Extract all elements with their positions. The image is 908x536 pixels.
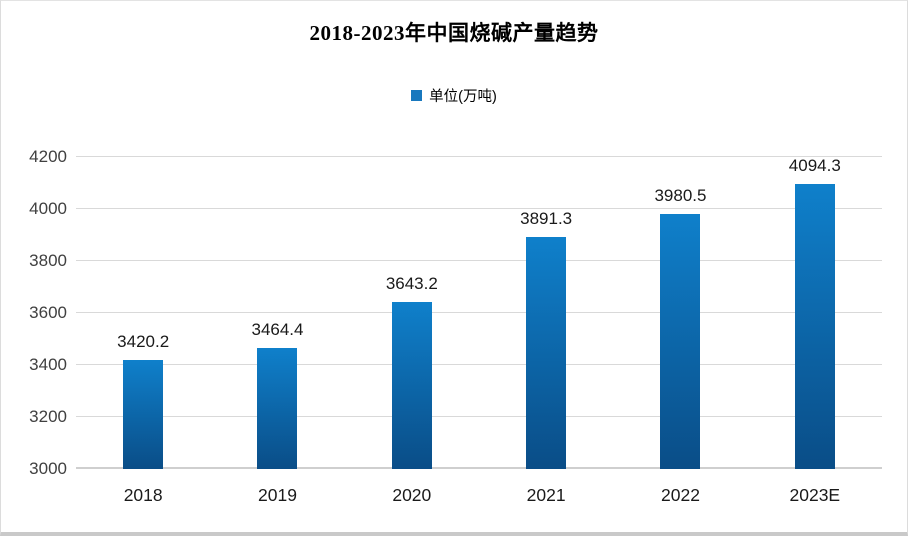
value-label: 3464.4 bbox=[251, 320, 304, 340]
y-tick-label: 3400 bbox=[29, 355, 67, 374]
x-tick-label: 2022 bbox=[661, 485, 700, 505]
bar-slot: 3464.4 2019 bbox=[210, 157, 344, 505]
y-axis: 3000 3200 3400 3600 3800 4000 4200 bbox=[1, 147, 67, 478]
y-tick-label: 3800 bbox=[29, 251, 67, 270]
y-tick-label: 3200 bbox=[29, 407, 67, 426]
bars-row: 3420.2 2018 3464.4 2019 3643.2 2020 3891.3 2021… bbox=[76, 156, 882, 505]
x-tick-label: 2018 bbox=[123, 485, 163, 505]
value-label: 3980.5 bbox=[654, 186, 707, 206]
bar-slot: 4094.3 2023E bbox=[748, 156, 882, 505]
y-tick-label: 4200 bbox=[29, 147, 67, 166]
bar bbox=[526, 237, 567, 469]
x-tick-label: 2021 bbox=[526, 485, 566, 505]
bar-slot: 3980.5 2022 bbox=[613, 157, 747, 505]
gridline bbox=[76, 312, 882, 313]
gridline bbox=[76, 416, 882, 417]
value-label: 3643.2 bbox=[385, 273, 438, 293]
y-tick-label: 3000 bbox=[29, 459, 67, 478]
y-tick-label: 3600 bbox=[29, 303, 67, 322]
gridline bbox=[76, 467, 882, 469]
gridline bbox=[76, 208, 882, 209]
x-tick-label: 2020 bbox=[392, 485, 432, 505]
bar-slot: 3891.3 2021 bbox=[479, 157, 613, 505]
gridline bbox=[76, 156, 882, 157]
legend-swatch-icon bbox=[411, 90, 423, 101]
chart-title: 2018-2023年中国烧碱产量趋势 bbox=[309, 21, 599, 45]
bar-slot: 3643.2 2020 bbox=[345, 157, 479, 505]
y-tick-label: 4000 bbox=[29, 199, 67, 218]
bar-slot: 3420.2 2018 bbox=[76, 157, 210, 505]
gridline bbox=[76, 364, 882, 365]
value-label: 3891.3 bbox=[520, 209, 573, 229]
bar bbox=[794, 184, 835, 469]
bar bbox=[123, 359, 164, 469]
bar bbox=[391, 301, 432, 469]
value-label: 4094.3 bbox=[788, 156, 841, 176]
x-tick-label: 2023E bbox=[789, 485, 841, 505]
legend: 单位(万吨) bbox=[1, 85, 907, 106]
legend-label: 单位(万吨) bbox=[429, 89, 497, 105]
bar bbox=[660, 214, 701, 469]
x-tick-label: 2019 bbox=[258, 485, 297, 505]
bar bbox=[257, 348, 298, 469]
plot-area: 3420.2 2018 3464.4 2019 3643.2 2020 3891.3 2021… bbox=[76, 156, 882, 505]
value-label: 3420.2 bbox=[117, 331, 170, 351]
gridline bbox=[76, 260, 882, 261]
